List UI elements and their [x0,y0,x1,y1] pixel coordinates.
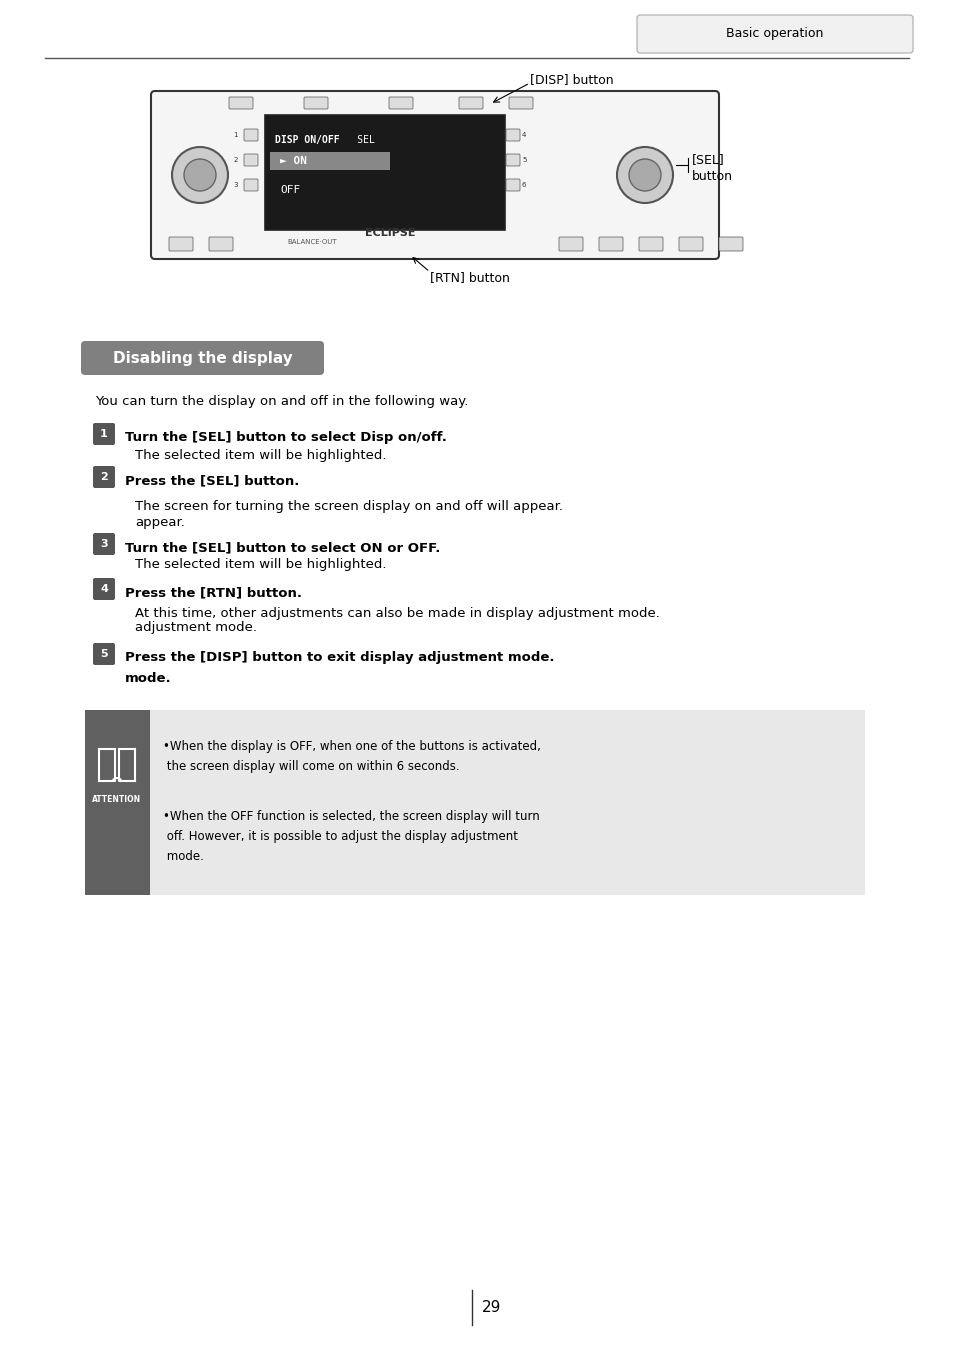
Text: 1: 1 [233,131,237,138]
FancyBboxPatch shape [505,154,519,167]
Text: The screen for turning the screen display on and off will appear.: The screen for turning the screen displa… [135,500,562,514]
FancyBboxPatch shape [505,129,519,141]
Circle shape [184,159,215,191]
Text: Press the [DISP] button to exit display adjustment mode.: Press the [DISP] button to exit display … [125,652,554,664]
Text: At this time, other adjustments can also be made in display adjustment mode.: At this time, other adjustments can also… [135,607,659,621]
Text: 29: 29 [481,1299,501,1314]
FancyBboxPatch shape [85,710,864,896]
FancyBboxPatch shape [169,237,193,251]
FancyBboxPatch shape [244,179,257,191]
FancyBboxPatch shape [719,237,742,251]
FancyBboxPatch shape [244,154,257,167]
Text: Turn the [SEL] button to select Disp on/off.: Turn the [SEL] button to select Disp on/… [125,431,446,444]
Circle shape [628,159,660,191]
FancyBboxPatch shape [209,237,233,251]
FancyBboxPatch shape [639,237,662,251]
FancyBboxPatch shape [92,466,115,488]
Bar [85,710,150,896]
FancyBboxPatch shape [458,98,482,108]
FancyBboxPatch shape [509,98,533,108]
Text: 4: 4 [521,131,526,138]
Text: Disabling the display: Disabling the display [112,351,292,366]
FancyBboxPatch shape [558,237,582,251]
Text: BALANCE·OUT: BALANCE·OUT [287,238,336,245]
Text: 2: 2 [233,157,237,163]
FancyBboxPatch shape [304,98,328,108]
FancyBboxPatch shape [505,179,519,191]
Text: [RTN] button: [RTN] button [430,271,509,285]
Text: SEL: SEL [274,136,375,145]
Text: You can turn the display on and off in the following way.: You can turn the display on and off in t… [95,396,468,408]
Text: The selected item will be highlighted.: The selected item will be highlighted. [135,558,386,570]
Text: 4: 4 [100,584,108,593]
FancyBboxPatch shape [92,533,115,556]
Text: off. However, it is possible to adjust the display adjustment: off. However, it is possible to adjust t… [163,831,517,843]
Text: ECLIPSE: ECLIPSE [364,228,415,238]
Text: ATTENTION: ATTENTION [92,795,141,805]
Bar [270,152,390,169]
FancyBboxPatch shape [679,237,702,251]
Text: Turn the [SEL] button to select ON or OFF.: Turn the [SEL] button to select ON or OF… [125,542,440,554]
FancyBboxPatch shape [92,644,115,665]
Text: Press the [SEL] button.: Press the [SEL] button. [125,474,299,488]
Text: mode.: mode. [125,672,172,686]
Bar [265,115,504,230]
FancyBboxPatch shape [92,423,115,444]
Text: •When the display is OFF, when one of the buttons is activated,: •When the display is OFF, when one of th… [163,740,540,753]
Text: [SEL]
button: [SEL] button [691,153,732,183]
Circle shape [617,146,672,203]
Text: 6: 6 [521,182,526,188]
Text: adjustment mode.: adjustment mode. [135,621,256,634]
FancyBboxPatch shape [151,91,719,259]
Circle shape [172,146,228,203]
Text: Basic operation: Basic operation [725,27,822,41]
Text: 2: 2 [100,472,108,482]
Text: DISP ON/OFF: DISP ON/OFF [274,136,339,145]
FancyBboxPatch shape [637,15,912,53]
Text: appear.: appear. [135,516,185,528]
Text: 3: 3 [100,539,108,549]
Text: 5: 5 [100,649,108,659]
FancyBboxPatch shape [92,579,115,600]
Text: OFF: OFF [280,186,300,195]
Text: mode.: mode. [163,850,204,863]
Text: Press the [RTN] button.: Press the [RTN] button. [125,587,302,599]
Text: •When the OFF function is selected, the screen display will turn: •When the OFF function is selected, the … [163,810,539,822]
FancyBboxPatch shape [244,129,257,141]
Text: 1: 1 [100,430,108,439]
FancyBboxPatch shape [229,98,253,108]
Text: 5: 5 [521,157,526,163]
FancyBboxPatch shape [389,98,413,108]
FancyBboxPatch shape [598,237,622,251]
Text: the screen display will come on within 6 seconds.: the screen display will come on within 6… [163,760,459,772]
Text: ► ON: ► ON [280,156,307,167]
Text: The selected item will be highlighted.: The selected item will be highlighted. [135,449,386,462]
Text: 3: 3 [233,182,237,188]
FancyBboxPatch shape [81,341,324,375]
Text: [DISP] button: [DISP] button [530,73,613,87]
